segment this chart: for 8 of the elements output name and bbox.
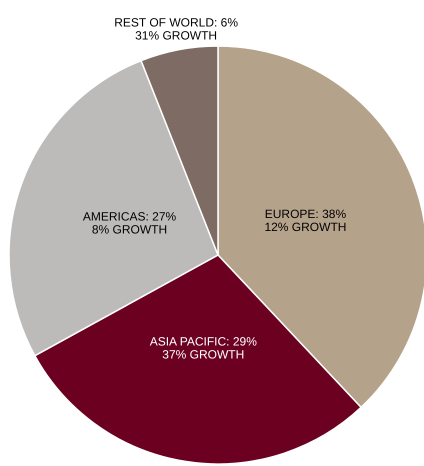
text: 12% GROWTH — [264, 220, 346, 234]
slice-label: AMERICAS: 27% — [82, 210, 177, 224]
slice-label: ASIA PACIFIC: 29% — [150, 334, 258, 348]
text: 37% GROWTH — [162, 347, 244, 362]
slice-label: EUROPE: 38% — [264, 206, 346, 221]
text: 8% GROWTH — [92, 222, 168, 237]
slice-label: REST OF WORLD: 6% — [114, 15, 238, 30]
text: 31% GROWTH — [135, 28, 218, 42]
